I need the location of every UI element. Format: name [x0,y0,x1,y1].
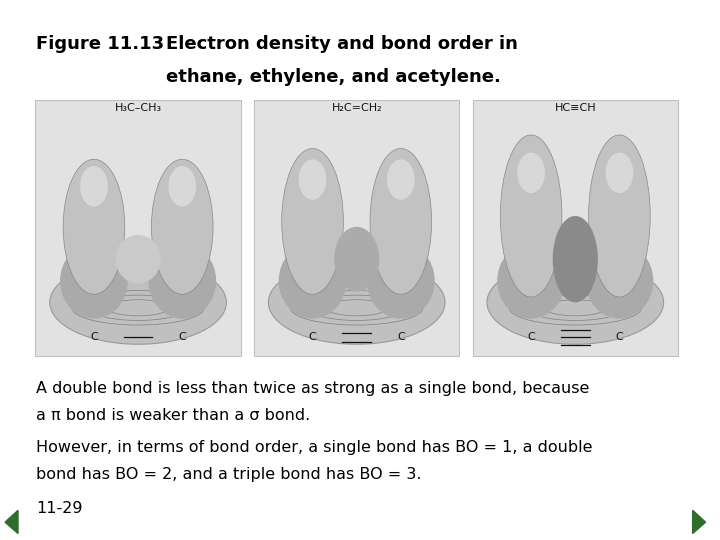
Ellipse shape [387,159,415,200]
Ellipse shape [370,148,431,294]
Text: C: C [397,333,405,342]
Text: C: C [179,333,186,342]
Ellipse shape [282,148,343,294]
Text: C: C [309,333,316,342]
Ellipse shape [279,243,346,319]
Text: HC≡CH: HC≡CH [554,103,596,113]
Ellipse shape [115,235,161,284]
Ellipse shape [63,159,125,294]
FancyBboxPatch shape [472,100,678,356]
Text: ethane, ethylene, and acetylene.: ethane, ethylene, and acetylene. [166,68,500,85]
Ellipse shape [585,243,653,319]
Ellipse shape [168,166,196,206]
Ellipse shape [498,243,565,319]
Polygon shape [693,510,706,534]
Text: bond has BO = 2, and a triple bond has BO = 3.: bond has BO = 2, and a triple bond has B… [36,467,421,482]
FancyBboxPatch shape [35,100,240,356]
Ellipse shape [606,152,634,193]
Text: However, in terms of bond order, a single bond has BO = 1, a double: However, in terms of bond order, a singl… [36,440,593,455]
Text: C: C [616,333,624,342]
Ellipse shape [367,243,435,319]
Text: Figure 11.13: Figure 11.13 [36,35,164,53]
Polygon shape [5,510,18,534]
Text: a π bond is weaker than a σ bond.: a π bond is weaker than a σ bond. [36,408,310,423]
Ellipse shape [487,260,664,345]
FancyBboxPatch shape [254,100,459,356]
Ellipse shape [589,135,650,297]
Ellipse shape [269,260,445,345]
Text: H₂C=CH₂: H₂C=CH₂ [331,103,382,113]
Ellipse shape [60,243,128,319]
Ellipse shape [299,159,326,200]
Ellipse shape [80,166,108,206]
Text: H₃C–CH₃: H₃C–CH₃ [114,103,162,113]
Ellipse shape [553,216,598,302]
Text: C: C [527,333,535,342]
Text: C: C [90,333,98,342]
Ellipse shape [50,260,226,345]
Ellipse shape [148,243,216,319]
Ellipse shape [334,227,379,292]
Text: A double bond is less than twice as strong as a single bond, because: A double bond is less than twice as stro… [36,381,590,396]
Ellipse shape [151,159,213,294]
Ellipse shape [500,135,562,297]
Ellipse shape [517,152,545,193]
Text: Electron density and bond order in: Electron density and bond order in [166,35,518,53]
Text: 11-29: 11-29 [36,501,83,516]
